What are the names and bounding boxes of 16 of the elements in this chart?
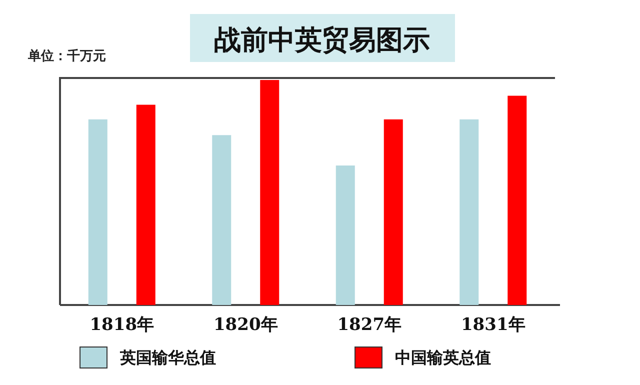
bar — [136, 104, 156, 305]
x-tick-label: 1820年 — [213, 315, 278, 335]
legend-label: 英国输华总值 — [119, 348, 216, 367]
chart-title: 战前中英贸易图示 — [214, 25, 430, 56]
bar — [212, 135, 232, 305]
bar — [88, 119, 108, 305]
legend-label: 中国输英总值 — [395, 348, 491, 367]
bar — [336, 166, 355, 305]
bar — [460, 119, 479, 305]
bar — [384, 119, 403, 305]
x-tick-label: 1827年 — [337, 315, 402, 335]
bar — [260, 80, 280, 305]
x-tick-label: 1818年 — [90, 315, 154, 335]
x-tick-label: 1831年 — [460, 315, 526, 335]
text: 单位：千万元 — [27, 48, 106, 64]
bar — [508, 96, 527, 305]
